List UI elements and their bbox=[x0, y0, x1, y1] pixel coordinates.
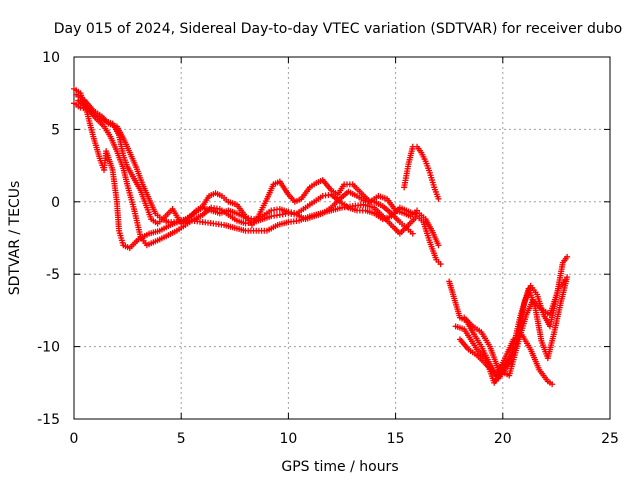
data-point-series-a bbox=[437, 261, 444, 268]
x-tick-label: 25 bbox=[601, 431, 619, 447]
grid-lines bbox=[74, 57, 610, 419]
data-point-series-d bbox=[409, 230, 416, 237]
chart-title: Day 015 of 2024, Sidereal Day-to-day VTE… bbox=[54, 21, 622, 37]
y-axis-label: SDTVAR / TECUs bbox=[7, 181, 23, 296]
data-point-series-c bbox=[435, 242, 442, 249]
y-tick-label: 5 bbox=[51, 122, 60, 138]
data-points bbox=[71, 85, 571, 388]
data-point-series-h bbox=[549, 381, 556, 388]
x-tick-label: 0 bbox=[70, 431, 79, 447]
y-tick-label: 0 bbox=[51, 195, 60, 211]
y-tick-label: -10 bbox=[37, 340, 60, 356]
data-point-series-i bbox=[561, 276, 568, 283]
y-tick-label: 10 bbox=[42, 50, 60, 66]
data-point-series-e bbox=[435, 195, 442, 202]
x-tick-label: 5 bbox=[177, 431, 186, 447]
x-tick-label: 20 bbox=[494, 431, 512, 447]
data-point-series-f bbox=[564, 253, 571, 260]
x-tick-label: 10 bbox=[279, 431, 297, 447]
y-tick-label: -15 bbox=[37, 412, 60, 428]
y-tick-label: -5 bbox=[46, 267, 60, 283]
axis-ticks: 0 5 10 15 20 25 10 5 0 -5 -10 -15 bbox=[37, 50, 619, 447]
x-axis-label: GPS time / hours bbox=[281, 459, 398, 475]
plot-frame bbox=[73, 56, 611, 420]
x-tick-label: 15 bbox=[387, 431, 405, 447]
